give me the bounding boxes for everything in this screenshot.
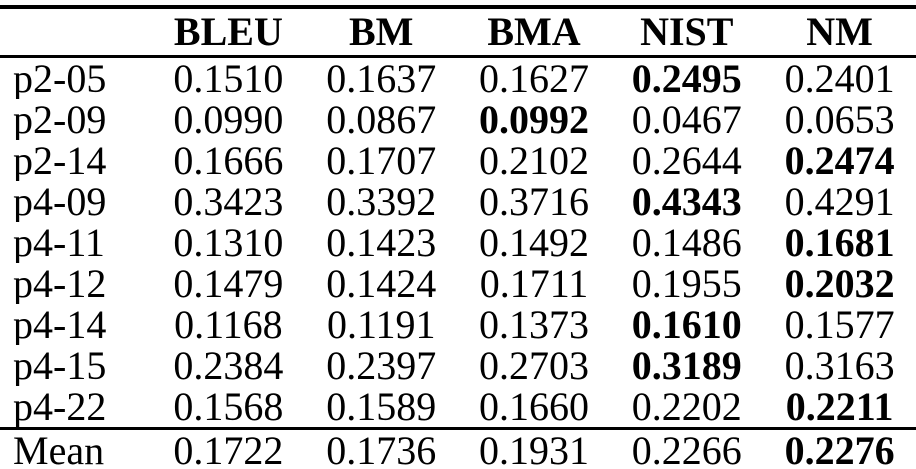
value-cell: 0.2202 bbox=[631, 386, 742, 429]
row-label: p4-12 bbox=[13, 263, 107, 304]
value-cell: 0.4291 bbox=[784, 181, 895, 222]
value-cell: 0.1168 bbox=[174, 304, 283, 345]
value-cell: 0.1736 bbox=[326, 428, 437, 469]
table-row: p4-15 0.2384 0.2397 0.2703 0.3189 0.3163 bbox=[0, 345, 916, 386]
value-cell: 0.1955 bbox=[631, 263, 742, 304]
value-cell: 0.1373 bbox=[478, 304, 589, 345]
row-label: p4-09 bbox=[13, 181, 107, 222]
value-cell: 0.1510 bbox=[173, 56, 284, 99]
value-cell: 0.3163 bbox=[784, 345, 895, 386]
header-row: BLEU BM BMA NIST NM bbox=[0, 7, 916, 57]
value-cell: 0.1191 bbox=[326, 304, 436, 345]
value-cell: 0.2211 bbox=[785, 386, 894, 429]
header-cell-bm: BM bbox=[348, 9, 414, 54]
value-cell: 0.2032 bbox=[784, 263, 895, 304]
value-cell: 0.1722 bbox=[173, 428, 284, 469]
header-cell-nm: NM bbox=[806, 9, 873, 54]
value-cell: 0.0990 bbox=[173, 99, 284, 140]
value-cell: 0.1660 bbox=[478, 386, 589, 429]
value-cell: 0.1486 bbox=[631, 222, 742, 263]
row-label: p2-05 bbox=[13, 56, 107, 99]
mean-row: Mean 0.1722 0.1736 0.1931 0.2266 0.2276 bbox=[0, 428, 916, 469]
value-cell: 0.4343 bbox=[631, 181, 742, 222]
table-head: BLEU BM BMA NIST NM bbox=[0, 7, 916, 57]
row-label: p2-09 bbox=[13, 99, 107, 140]
table-row: p2-14 0.1666 0.1707 0.2102 0.2644 0.2474 bbox=[0, 140, 916, 181]
row-label: p2-14 bbox=[13, 140, 107, 181]
value-cell: 0.1931 bbox=[478, 428, 589, 469]
value-cell: 0.1666 bbox=[173, 140, 284, 181]
value-cell: 0.2397 bbox=[326, 345, 437, 386]
value-cell: 0.1627 bbox=[478, 56, 589, 99]
header-cell-empty bbox=[0, 7, 152, 57]
value-cell: 0.3423 bbox=[173, 181, 284, 222]
value-cell: 0.2266 bbox=[631, 428, 742, 469]
table-body: p2-05 0.1510 0.1637 0.1627 0.2495 0.2401 p2-09… bbox=[0, 57, 916, 429]
row-label: p4-22 bbox=[13, 386, 107, 429]
value-cell: 0.1479 bbox=[173, 263, 284, 304]
value-cell: 0.2401 bbox=[784, 56, 895, 99]
value-cell: 0.1681 bbox=[784, 222, 895, 263]
value-cell: 0.1637 bbox=[326, 56, 437, 99]
value-cell: 0.1610 bbox=[631, 304, 742, 345]
table-row: p4-14 0.1168 0.1191 0.1373 0.1610 0.1577 bbox=[0, 304, 916, 345]
row-label: p4-15 bbox=[13, 345, 107, 386]
value-cell: 0.1707 bbox=[326, 140, 437, 181]
header-cell-bleu: BLEU bbox=[173, 9, 283, 54]
table-row: p4-12 0.1479 0.1424 0.1711 0.1955 0.2032 bbox=[0, 263, 916, 304]
value-cell: 0.2703 bbox=[478, 345, 589, 386]
value-cell: 0.1568 bbox=[173, 386, 284, 429]
value-cell: 0.0653 bbox=[784, 99, 895, 140]
value-cell: 0.3392 bbox=[326, 181, 437, 222]
results-table: BLEU BM BMA NIST NM p2-05 0.1510 0.1637 0.1… bbox=[0, 5, 916, 469]
value-cell: 0.1424 bbox=[326, 263, 437, 304]
value-cell: 0.1492 bbox=[478, 222, 589, 263]
row-label: Mean bbox=[13, 428, 105, 469]
value-cell: 0.1589 bbox=[326, 386, 437, 429]
value-cell: 0.1711 bbox=[479, 263, 589, 304]
header-cell-bma: BMA bbox=[487, 9, 581, 54]
value-cell: 0.0467 bbox=[631, 99, 742, 140]
table-row: p2-05 0.1510 0.1637 0.1627 0.2495 0.2401 bbox=[0, 57, 916, 100]
value-cell: 0.2384 bbox=[173, 345, 284, 386]
table-foot: Mean 0.1722 0.1736 0.1931 0.2266 0.2276 bbox=[0, 428, 916, 469]
value-cell: 0.2276 bbox=[784, 428, 895, 469]
value-cell: 0.3189 bbox=[631, 345, 742, 386]
table-row: p4-11 0.1310 0.1423 0.1492 0.1486 0.1681 bbox=[0, 222, 916, 263]
table-row: p2-09 0.0990 0.0867 0.0992 0.0467 0.0653 bbox=[0, 99, 916, 140]
table-row: p4-22 0.1568 0.1589 0.1660 0.2202 0.2211 bbox=[0, 386, 916, 429]
row-label: p4-14 bbox=[13, 304, 107, 345]
value-cell: 0.2474 bbox=[784, 140, 895, 181]
value-cell: 0.2495 bbox=[631, 56, 742, 99]
header-cell-nist: NIST bbox=[640, 9, 734, 54]
value-cell: 0.0992 bbox=[478, 99, 589, 140]
value-cell: 0.2644 bbox=[631, 140, 742, 181]
value-cell: 0.0867 bbox=[326, 99, 437, 140]
value-cell: 0.1577 bbox=[784, 304, 895, 345]
value-cell: 0.1310 bbox=[173, 222, 284, 263]
row-label: p4-11 bbox=[13, 222, 105, 263]
value-cell: 0.2102 bbox=[478, 140, 589, 181]
value-cell: 0.1423 bbox=[326, 222, 437, 263]
table-row: p4-09 0.3423 0.3392 0.3716 0.4343 0.4291 bbox=[0, 181, 916, 222]
value-cell: 0.3716 bbox=[478, 181, 589, 222]
